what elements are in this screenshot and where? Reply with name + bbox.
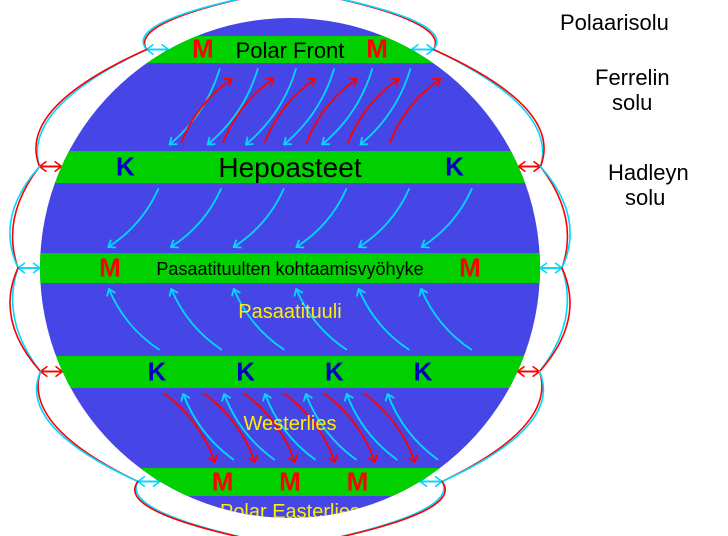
zone-label-zt_westerlies: Westerlies bbox=[244, 413, 337, 436]
external-label-hadleyn2: solu bbox=[625, 185, 665, 211]
latitude-band-1: Hepoasteet bbox=[40, 151, 540, 184]
pressure-marker: M bbox=[279, 466, 301, 497]
zone-label-zt_pasaatituuli: Pasaatituuli bbox=[238, 301, 341, 324]
band-label-1: Hepoasteet bbox=[218, 152, 361, 185]
pressure-marker: M bbox=[99, 253, 121, 284]
latitude-band-0: Polar Front bbox=[40, 36, 540, 64]
pressure-marker: K bbox=[148, 356, 167, 387]
pressure-marker: K bbox=[414, 356, 433, 387]
external-label-hadleyn1: Hadleyn bbox=[608, 160, 689, 186]
pressure-marker: M bbox=[212, 466, 234, 497]
band-label-2: Pasaatituulten kohtaamisvyöhyke bbox=[156, 254, 423, 284]
pressure-marker: K bbox=[116, 151, 135, 182]
band-label-0: Polar Front bbox=[236, 37, 345, 65]
pressure-marker: M bbox=[192, 34, 214, 65]
pressure-marker: K bbox=[325, 356, 344, 387]
latitude-band-3 bbox=[40, 356, 540, 389]
pressure-marker: K bbox=[445, 151, 464, 182]
globe: Polar Front M M Hepoasteet K K Pasaatituulten … bbox=[40, 18, 540, 518]
pressure-marker: M bbox=[459, 253, 481, 284]
external-label-polaarisolu: Polaarisolu bbox=[560, 10, 669, 36]
zone-label-zt_polar_easterlies: Polar Easterlies bbox=[220, 501, 360, 519]
pressure-marker: M bbox=[347, 466, 369, 497]
pressure-marker: K bbox=[236, 356, 255, 387]
external-label-ferrelin2: solu bbox=[612, 90, 652, 116]
pressure-marker: M bbox=[366, 34, 388, 65]
external-label-ferrelin1: Ferrelin bbox=[595, 65, 670, 91]
